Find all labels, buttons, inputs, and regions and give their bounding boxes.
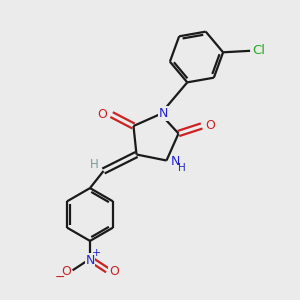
- Text: N: N: [85, 254, 95, 267]
- Text: O: O: [98, 107, 107, 121]
- Text: N: N: [159, 107, 168, 120]
- Text: −: −: [55, 271, 65, 284]
- Text: O: O: [61, 265, 71, 278]
- Text: N: N: [171, 155, 180, 169]
- Text: H: H: [178, 163, 186, 173]
- Text: +: +: [91, 248, 101, 259]
- Text: Cl: Cl: [253, 44, 266, 57]
- Text: H: H: [89, 158, 98, 172]
- Text: O: O: [206, 119, 215, 132]
- Text: O: O: [109, 265, 119, 278]
